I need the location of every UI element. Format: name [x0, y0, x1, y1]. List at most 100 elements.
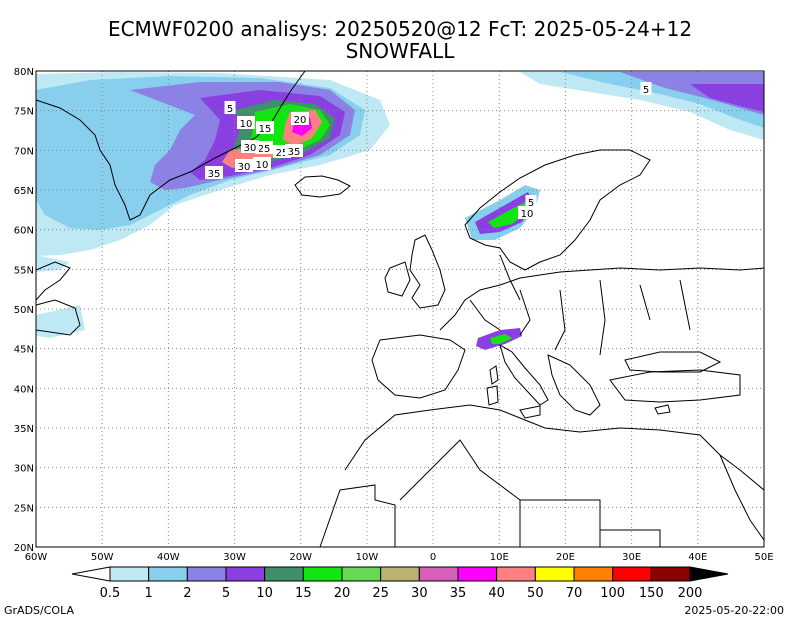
- contour-label: 10: [253, 157, 271, 171]
- colorbar-segment: [225, 566, 266, 582]
- europe-borders: [469, 254, 691, 356]
- shading-arctic-right-violet: [690, 84, 764, 112]
- colorbar-segment: [71, 566, 111, 582]
- svg-text:5: 5: [643, 85, 649, 96]
- contour-label: 15: [256, 121, 274, 135]
- svg-text:25: 25: [276, 148, 289, 159]
- map-title: ECMWF0200 analisys: 20250520@12 FcT: 202…: [107, 17, 693, 41]
- contour-label: 30: [235, 159, 253, 173]
- colorbar: 0.5 1 2 5 10 15 20 25 30 35 40 50 70 100 150 200: [71, 566, 729, 601]
- colorbar-label: 50: [527, 586, 544, 601]
- shading-canada-light-2: [36, 305, 85, 338]
- colorbar-segment: [264, 566, 304, 582]
- longitude-label: 40W: [157, 552, 180, 563]
- latitude-label: 65N: [14, 186, 34, 197]
- colorbar-segment: [341, 566, 382, 582]
- north-africa-coast: [344, 404, 764, 491]
- latitude-label: 25N: [14, 503, 34, 514]
- canada-coast: [36, 261, 71, 301]
- newfoundland-coast: [36, 299, 81, 336]
- svg-text:20: 20: [294, 115, 307, 126]
- svg-text:5: 5: [528, 198, 534, 209]
- colorbar-label: 0.5: [100, 586, 121, 601]
- black-sea-coast: [624, 351, 722, 373]
- colorbar-segment: [380, 566, 420, 582]
- colorbar-segment: [612, 566, 652, 582]
- longitude-labels: 60W 50W 40W 30W 20W 10W 0 10E 20E 30E 40E 50E: [25, 552, 774, 563]
- latitude-label: 80N: [14, 67, 34, 78]
- latitude-label: 40N: [14, 384, 34, 395]
- latitude-label: 55N: [14, 265, 34, 276]
- iberia-coast: [371, 334, 466, 399]
- longitude-label: 50W: [91, 552, 114, 563]
- contour-label: 25: [255, 141, 273, 155]
- longitude-label: 40E: [688, 552, 707, 563]
- contour-label: 30: [241, 140, 259, 154]
- sicily-coast: [519, 405, 541, 419]
- shading-arctic-right-lightviolet: [620, 72, 764, 115]
- svg-text:10: 10: [521, 209, 534, 220]
- greenland-coast: [36, 71, 306, 221]
- latitude-label: 75N: [14, 107, 34, 118]
- svg-text:25: 25: [258, 144, 271, 155]
- contour-label: 5: [640, 82, 652, 96]
- britain-coast: [409, 234, 446, 309]
- coastlines: [36, 71, 764, 547]
- longitude-label: 20E: [556, 552, 575, 563]
- plot-frame: [35, 70, 765, 548]
- shading-alps-green: [490, 334, 512, 344]
- colorbar-label: 15: [295, 586, 312, 601]
- cyprus-coast: [654, 404, 671, 415]
- colorbar-segment: [496, 566, 536, 582]
- colorbar-segment: [418, 566, 459, 582]
- colorbar-segment: [573, 566, 614, 582]
- turkey-coast: [609, 369, 741, 403]
- latitude-label: 50N: [14, 305, 34, 316]
- colorbar-label: 100: [600, 586, 625, 601]
- svg-text:10: 10: [256, 160, 269, 171]
- colorbar-segment: [457, 566, 498, 582]
- svg-text:35: 35: [288, 147, 301, 158]
- contour-label: 10: [518, 206, 536, 220]
- svg-text:30: 30: [244, 143, 257, 154]
- footer-credit: GrADS/COLA: [4, 604, 74, 617]
- longitude-label: 10E: [490, 552, 509, 563]
- contour-label: 35: [205, 166, 223, 180]
- contour-label: 5: [224, 101, 236, 115]
- colorbar-segment: [148, 566, 188, 582]
- svg-text:35: 35: [208, 169, 221, 180]
- svg-text:10: 10: [240, 119, 253, 130]
- colorbar-segment: [302, 566, 343, 582]
- scandinavia-coast: [464, 149, 651, 271]
- longitude-label: 20W: [289, 552, 312, 563]
- latitude-label: 60N: [14, 226, 34, 237]
- colorbar-label: 20: [334, 586, 351, 601]
- latitude-label: 30N: [14, 464, 34, 475]
- colorbar-segment: [534, 566, 575, 582]
- contour-label: 20: [291, 112, 309, 126]
- colorbar-label: 35: [450, 586, 467, 601]
- svg-text:15: 15: [259, 124, 272, 135]
- longitude-label: 0: [430, 552, 436, 563]
- colorbar-label: 70: [566, 586, 583, 601]
- longitude-label: 30W: [223, 552, 246, 563]
- colorbar-label: 5: [222, 586, 230, 601]
- longitude-label: 50E: [754, 552, 773, 563]
- latitude-label: 45N: [14, 345, 34, 356]
- balkans-coast: [547, 354, 601, 416]
- longitude-label: 30E: [622, 552, 641, 563]
- svg-text:5: 5: [227, 104, 233, 115]
- colorbar-segment: [109, 566, 150, 582]
- longitude-label: 10W: [356, 552, 379, 563]
- longitude-label: 60W: [25, 552, 48, 563]
- colorbar-label: 10: [256, 586, 273, 601]
- latitude-label: 20N: [14, 543, 34, 554]
- colorbar-segment: [689, 566, 729, 582]
- contour-label: 10: [237, 116, 255, 130]
- colorbar-segment: [186, 566, 227, 582]
- sardinia-coast: [486, 385, 499, 406]
- colorbar-label: 2: [183, 586, 191, 601]
- colorbar-label: 1: [145, 586, 153, 601]
- europe-coast: [439, 267, 764, 331]
